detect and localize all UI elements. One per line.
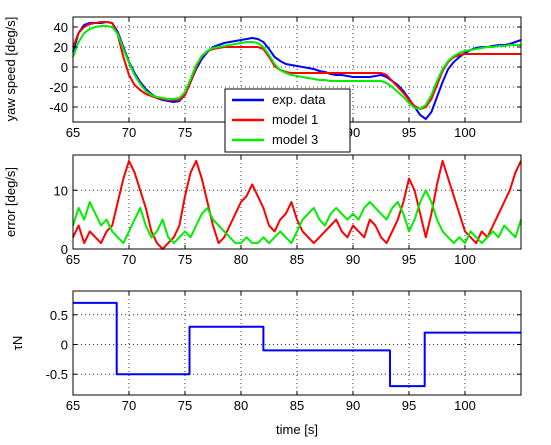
yaw-speed-ylabel: yaw speed [deg/s] xyxy=(3,17,18,122)
error-ylabel: error [deg/s] xyxy=(3,167,18,237)
error-xtick-label: 100 xyxy=(454,252,476,267)
yaw-speed-xtick-label: 100 xyxy=(454,125,476,140)
yaw-speed-series-2-line xyxy=(72,25,521,110)
legend: exp. data model 1 model 3 xyxy=(224,88,351,153)
yaw-speed-ytick-label: -20 xyxy=(49,80,68,95)
tau-ytick-label: 0 xyxy=(61,337,68,352)
yaw-speed-xtick-label: 95 xyxy=(402,125,416,140)
error-series-0-line xyxy=(72,159,522,250)
tau-xtick-label: 85 xyxy=(290,398,304,413)
tau-xtick-label: 90 xyxy=(346,398,360,413)
tau-symbol: τN xyxy=(10,336,25,351)
yaw-speed-xtick-label: 70 xyxy=(122,125,136,140)
tau-ylabel: τN xyxy=(10,336,25,351)
error-ytick-label: 10 xyxy=(54,183,68,198)
tau-xtick-label: 80 xyxy=(234,398,248,413)
yaw-speed-ytick-label: 40 xyxy=(54,20,68,35)
legend-label-model-1: model 1 xyxy=(272,112,318,127)
error-ytick-label: 0 xyxy=(61,242,68,257)
error-xtick-label: 80 xyxy=(234,252,248,267)
tau-series-0-line xyxy=(73,301,521,388)
time-xlabel: time [s] xyxy=(276,422,318,437)
yaw-speed-ytick-label: -40 xyxy=(49,100,68,115)
tau-xtick-label: 65 xyxy=(66,398,80,413)
yaw-speed-series-0-line xyxy=(72,21,522,120)
error-xtick-label: 95 xyxy=(402,252,416,267)
yaw-speed-xtick-label: 75 xyxy=(178,125,192,140)
error-plot-area xyxy=(73,155,521,249)
tau-ytick-label: -0.5 xyxy=(46,367,68,382)
error-xtick-label: 65 xyxy=(66,252,80,267)
error-xtick-label: 90 xyxy=(346,252,360,267)
error-xtick-label: 75 xyxy=(178,252,192,267)
tau-panel: 65 70 75 80 85 90 95 100 0.5 0 -0.5 τN time [s] xyxy=(10,290,522,437)
legend-label-exp-data: exp. data xyxy=(272,92,326,107)
legend-label-model-3: model 3 xyxy=(272,132,318,147)
yaw-speed-ytick-label: 0 xyxy=(61,60,68,75)
yaw-speed-xtick-label: 65 xyxy=(66,125,80,140)
tau-xtick-label: 75 xyxy=(178,398,192,413)
yaw-speed-panel: 6570758085909510040200-20-40 yaw speed [… xyxy=(3,16,522,153)
tau-xtick-label: 100 xyxy=(454,398,476,413)
error-xtick-label: 70 xyxy=(122,252,136,267)
tau-ytick-label: 0.5 xyxy=(50,308,68,323)
tau-xtick-label: 70 xyxy=(122,398,136,413)
yaw-speed-ytick-label: 20 xyxy=(54,40,68,55)
tau-xtick-label: 95 xyxy=(402,398,416,413)
error-series-1-line xyxy=(72,189,522,245)
error-xtick-label: 85 xyxy=(290,252,304,267)
